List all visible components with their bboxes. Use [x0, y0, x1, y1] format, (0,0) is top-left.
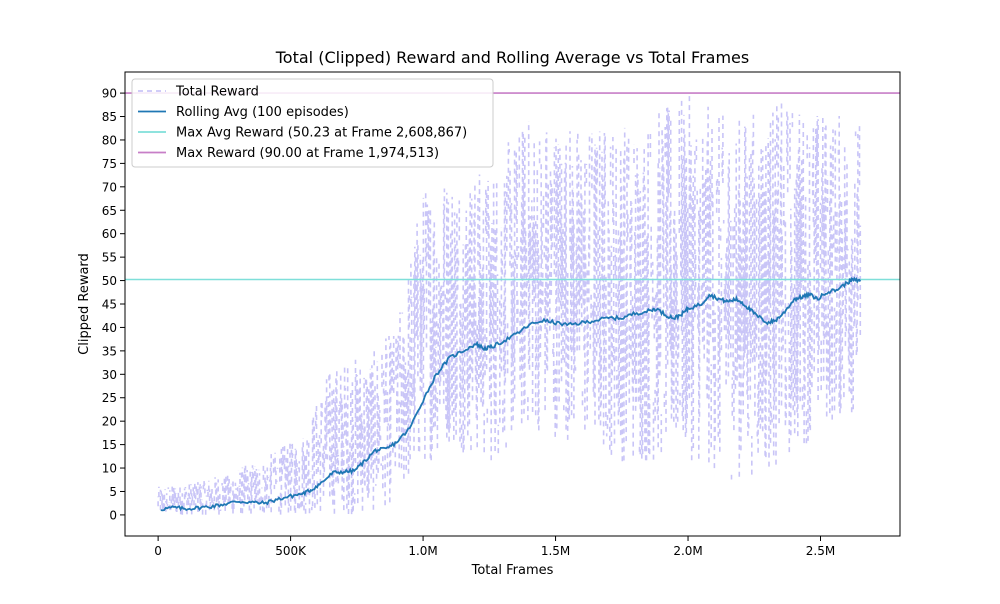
- x-tick-label: 2.5M: [806, 544, 835, 558]
- x-axis-label: Total Frames: [471, 563, 554, 578]
- y-tick-label: 50: [102, 274, 117, 288]
- total-reward-series: [157, 94, 862, 515]
- y-tick-label: 30: [102, 368, 117, 382]
- legend-label: Max Reward (90.00 at Frame 1,974,513): [176, 146, 439, 161]
- y-tick-label: 80: [102, 133, 117, 147]
- y-tick-label: 45: [102, 298, 117, 312]
- chart-title: Total (Clipped) Reward and Rolling Avera…: [275, 48, 749, 67]
- rolling-avg-series: [160, 276, 862, 512]
- y-tick-label: 70: [102, 180, 117, 194]
- x-tick-label: 1.5M: [541, 544, 570, 558]
- legend-label: Max Avg Reward (50.23 at Frame 2,608,867…: [176, 126, 467, 141]
- y-tick-label: 25: [102, 391, 117, 405]
- y-tick-label: 10: [102, 462, 117, 476]
- x-tick-label: 1.0M: [408, 544, 437, 558]
- legend-box: [131, 78, 494, 168]
- legend: Total Reward Rolling Avg (100 episodes) Ma…: [131, 78, 494, 168]
- y-tick-label: 55: [102, 251, 117, 265]
- y-tick-label: 90: [102, 87, 117, 101]
- y-tick-label: 20: [102, 415, 117, 429]
- x-tick-label: 500K: [275, 544, 307, 558]
- y-tick-label: 85: [102, 110, 117, 124]
- y-tick-label: 0: [109, 508, 117, 522]
- x-tick-label: 0: [154, 544, 162, 558]
- x-axis: 0 500K 1.0M 1.5M 2.0M 2.5M: [154, 536, 835, 558]
- rolling-avg-line: [160, 276, 862, 512]
- x-tick-label: 2.0M: [673, 544, 702, 558]
- y-tick-label: 5: [109, 485, 117, 499]
- y-tick-label: 65: [102, 204, 117, 218]
- y-tick-label: 60: [102, 227, 117, 241]
- y-tick-label: 35: [102, 344, 117, 358]
- y-axis: 0 5 10 15 20 25 30 35 40 45 50 55 60 65 70 75 80 85 90: [102, 87, 125, 522]
- y-tick-label: 15: [102, 438, 117, 452]
- legend-label: Total Reward: [175, 85, 259, 100]
- y-axis-label: Clipped Reward: [77, 253, 92, 355]
- legend-label: Rolling Avg (100 episodes): [176, 105, 349, 120]
- y-tick-label: 40: [102, 321, 117, 335]
- y-tick-label: 75: [102, 157, 117, 171]
